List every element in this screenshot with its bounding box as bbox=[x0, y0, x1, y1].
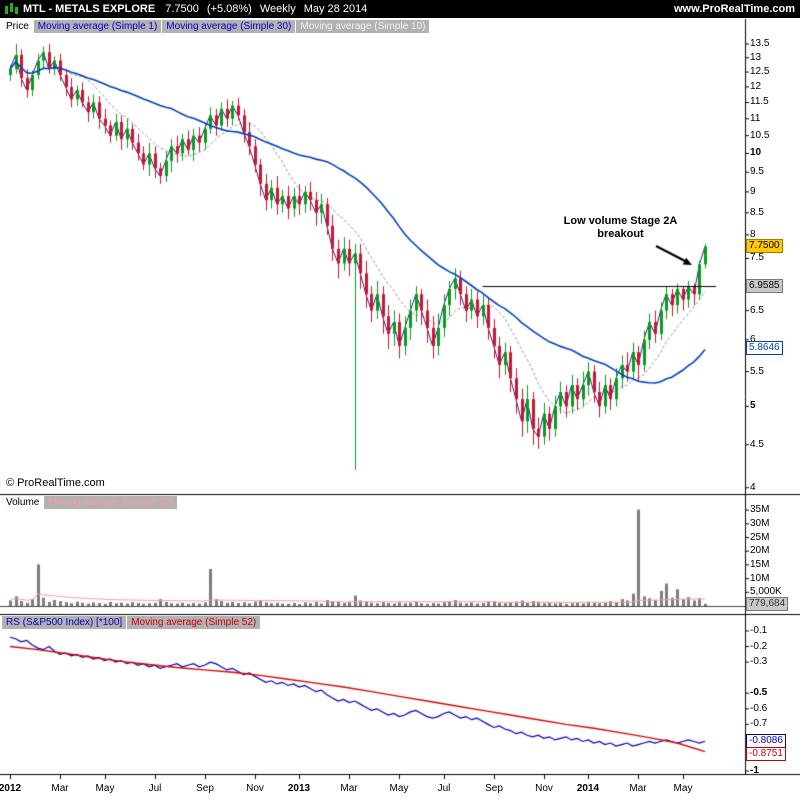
legend-price-chip[interactable]: Price bbox=[2, 20, 33, 33]
resistance-level-box: 6.9585 bbox=[746, 279, 783, 293]
rs-ma-value-box: -0.8751 bbox=[746, 747, 786, 761]
annotation-line-2: breakout bbox=[597, 228, 644, 240]
legend-rs-ma52-chip[interactable]: Moving average (Simple 52) bbox=[127, 616, 261, 629]
prorealtime-watermark: www.ProRealTime.com bbox=[673, 3, 795, 15]
legend-volume-ma52-chip[interactable]: Moving average (Simple 52) bbox=[44, 496, 178, 509]
titlebar-date: May 28 2014 bbox=[303, 3, 368, 15]
symbol-title: MTL - METALS EXPLORE bbox=[23, 3, 156, 15]
rs-value-box: -0.8086 bbox=[746, 734, 786, 748]
titlebar-change: (+5.08%) bbox=[206, 3, 252, 15]
ma30-value-box: 5.8646 bbox=[746, 341, 783, 355]
copyright-watermark: © ProRealTime.com bbox=[6, 477, 105, 489]
titlebar: MTL - METALS EXPLORE 7.7500 (+5.08%) Wee… bbox=[0, 0, 800, 18]
price-legend: Price Moving average (Simple 1) Moving a… bbox=[2, 20, 430, 33]
legend-ma-simple-30-chip[interactable]: Moving average (Simple 30) bbox=[162, 20, 296, 33]
titlebar-timeframe: Weekly bbox=[259, 3, 296, 15]
annotation-stage2a-breakout: Low volume Stage 2A breakout bbox=[543, 215, 698, 241]
legend-ma-simple-1-chip[interactable]: Moving average (Simple 1) bbox=[33, 20, 162, 33]
legend-volume-chip[interactable]: Volume bbox=[2, 496, 44, 509]
legend-rs-chip[interactable]: RS (S&P500 Index) [*100] bbox=[2, 616, 127, 629]
volume-legend: Volume Moving average (Simple 52) bbox=[2, 496, 178, 509]
rs-legend: RS (S&P500 Index) [*100] Moving average … bbox=[2, 616, 261, 629]
prt-logo-icon bbox=[5, 3, 18, 15]
legend-ma-simple-10-chip[interactable]: Moving average (Simple 10) bbox=[296, 20, 430, 33]
titlebar-last-price: 7.7500 bbox=[165, 3, 199, 15]
last-volume-box: 779,684 bbox=[746, 597, 789, 611]
last-price-box: 7.7500 bbox=[746, 239, 783, 253]
annotation-line-1: Low volume Stage 2A bbox=[563, 215, 678, 227]
